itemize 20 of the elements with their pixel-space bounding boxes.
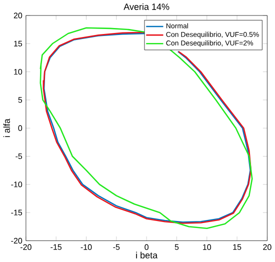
y-axis-title: i alfa <box>3 118 10 138</box>
y-tick-label: -5 <box>16 154 22 160</box>
y-tick-label: -10 <box>11 182 22 188</box>
x-tick-label: 5 <box>174 244 179 250</box>
x-tick-label: -10 <box>80 244 92 250</box>
x-axis-title: i beta <box>136 252 158 259</box>
x-tick-label: 10 <box>203 244 212 250</box>
y-tick-label: 0 <box>18 125 22 132</box>
chart-title: Averia 14% <box>124 3 170 10</box>
y-tick-label: -20 <box>11 238 22 244</box>
y-tick-label: 5 <box>18 97 22 103</box>
y-tick-label: 20 <box>14 12 22 18</box>
y-tick-label: 15 <box>14 40 22 47</box>
x-tick-label: 20 <box>263 244 272 250</box>
x-tick-label: -5 <box>113 244 120 250</box>
y-tick-label: -15 <box>11 210 22 216</box>
x-tick-label: -15 <box>50 244 62 250</box>
x-tick-label: 0 <box>144 244 148 250</box>
y-tick-label: 10 <box>14 69 22 75</box>
x-tick-label: 15 <box>233 244 242 250</box>
